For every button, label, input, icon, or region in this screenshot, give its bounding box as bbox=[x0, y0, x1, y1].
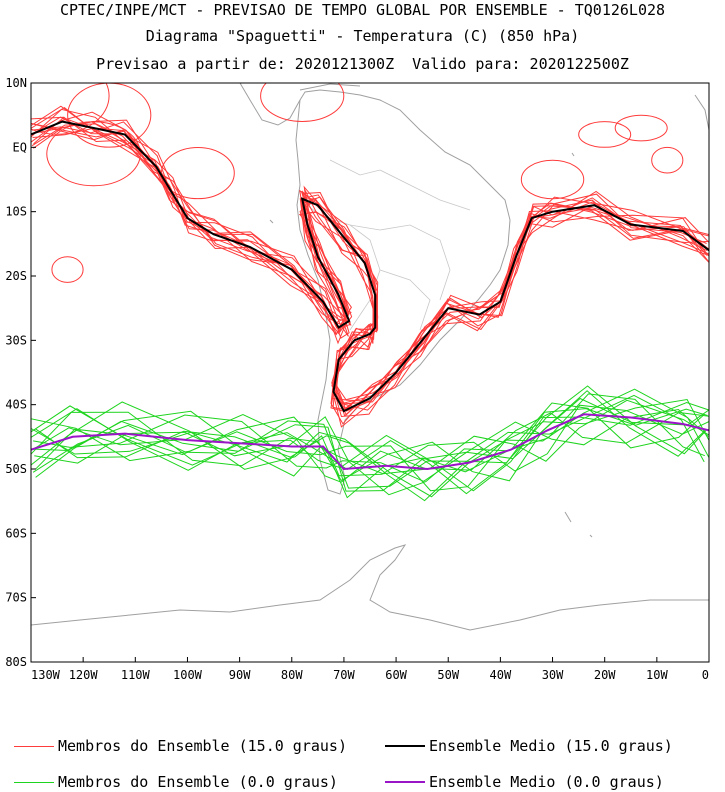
members-15-group bbox=[31, 83, 709, 428]
legend-mean-15: Ensemble Medio (15.0 graus) bbox=[385, 737, 673, 755]
member-0-line bbox=[34, 394, 705, 502]
map-frame bbox=[30, 82, 710, 663]
member-15-line bbox=[33, 117, 709, 410]
coastlines bbox=[31, 83, 709, 631]
member-15-loop bbox=[651, 146, 684, 174]
legend-label-members-0: Membros do Ensemble (0.0 graus) bbox=[58, 773, 338, 791]
mean-0-line bbox=[31, 413, 709, 471]
legend-mean-0: Ensemble Medio (0.0 graus) bbox=[385, 773, 664, 791]
axis-ticks: 10N EQ 10S 20S 30S 40S 50S 60S 70S 80S 130W 120W 110… bbox=[5, 76, 710, 682]
legend-label-members-15: Membros do Ensemble (15.0 graus) bbox=[58, 737, 347, 755]
member-15-loop bbox=[260, 83, 345, 122]
legend-swatch-green bbox=[14, 781, 54, 783]
lat-label: 80S bbox=[5, 655, 27, 669]
lon-label: 0 bbox=[702, 668, 709, 682]
lat-label: 10N bbox=[5, 76, 27, 90]
south-america-coast bbox=[295, 89, 511, 495]
member-15-line bbox=[31, 106, 709, 411]
spaghetti-map: 10N EQ 10S 20S 30S 40S 50S 60S 70S 80S 130W 120W 110… bbox=[5, 76, 710, 682]
legend-swatch-black bbox=[385, 745, 425, 747]
member-0-line bbox=[31, 398, 709, 492]
member-15-line bbox=[32, 127, 709, 412]
lat-label: 30S bbox=[5, 333, 27, 347]
legend-swatch-red bbox=[14, 745, 54, 747]
lon-label: 120W bbox=[69, 668, 99, 682]
member-15-line bbox=[31, 121, 708, 411]
lon-label: 90W bbox=[229, 668, 251, 682]
member-15-loop bbox=[520, 159, 585, 200]
central-america-coast bbox=[239, 83, 301, 126]
africa-coast bbox=[694, 94, 709, 131]
member-0-line bbox=[34, 393, 705, 496]
member-15-loop bbox=[614, 114, 668, 142]
lon-label: 70W bbox=[333, 668, 355, 682]
mean-15-line bbox=[31, 120, 709, 413]
lat-label: 70S bbox=[5, 591, 27, 605]
legend-label-mean-15: Ensemble Medio (15.0 graus) bbox=[429, 737, 673, 755]
legend-members-0: Membros do Ensemble (0.0 graus) bbox=[14, 773, 338, 791]
title-line-2: Diagrama "Spaguetti" - Temperatura (C) (… bbox=[145, 27, 580, 45]
lon-label: 60W bbox=[385, 668, 407, 682]
title-line-1: CPTEC/INPE/MCT - PREVISAO DE TEMPO GLOBA… bbox=[59, 1, 666, 19]
member-0-line bbox=[32, 385, 707, 489]
title-line-3: Previsao a partir de: 2020121300Z Valido… bbox=[96, 55, 629, 73]
member-0-line bbox=[35, 390, 706, 492]
member-15-loop bbox=[578, 121, 632, 148]
antarctica-coast bbox=[31, 544, 709, 631]
lat-label: 40S bbox=[5, 398, 27, 412]
member-15-line bbox=[31, 123, 709, 416]
lat-label: EQ bbox=[13, 140, 27, 154]
legend-members-15: Membros do Ensemble (15.0 graus) bbox=[14, 737, 347, 755]
islands bbox=[269, 152, 593, 538]
lon-label: 20W bbox=[594, 668, 616, 682]
lon-label: 10W bbox=[646, 668, 668, 682]
lon-label: 130W bbox=[31, 668, 61, 682]
caribbean-coast bbox=[299, 83, 361, 91]
lon-label: 30W bbox=[542, 668, 564, 682]
member-15-line bbox=[32, 123, 709, 402]
legend-swatch-purple bbox=[385, 781, 425, 783]
lon-label: 100W bbox=[173, 668, 203, 682]
member-0-line bbox=[33, 408, 709, 482]
member-0-line bbox=[31, 401, 709, 477]
member-15-loop bbox=[160, 146, 235, 200]
lon-label: 80W bbox=[281, 668, 303, 682]
lat-label: 50S bbox=[5, 462, 27, 476]
member-15-loop bbox=[46, 121, 141, 187]
legend-label-mean-0: Ensemble Medio (0.0 graus) bbox=[429, 773, 664, 791]
member-15-loop bbox=[51, 256, 84, 283]
lon-label: 40W bbox=[490, 668, 512, 682]
member-15-line bbox=[31, 116, 709, 401]
member-0-line bbox=[31, 411, 709, 483]
lon-label: 110W bbox=[121, 668, 151, 682]
lat-label: 60S bbox=[5, 526, 27, 540]
member-0-line bbox=[31, 401, 709, 492]
member-15-line bbox=[31, 122, 709, 405]
lon-label: 50W bbox=[437, 668, 459, 682]
lat-label: 20S bbox=[5, 269, 27, 283]
lat-label: 10S bbox=[5, 205, 27, 219]
